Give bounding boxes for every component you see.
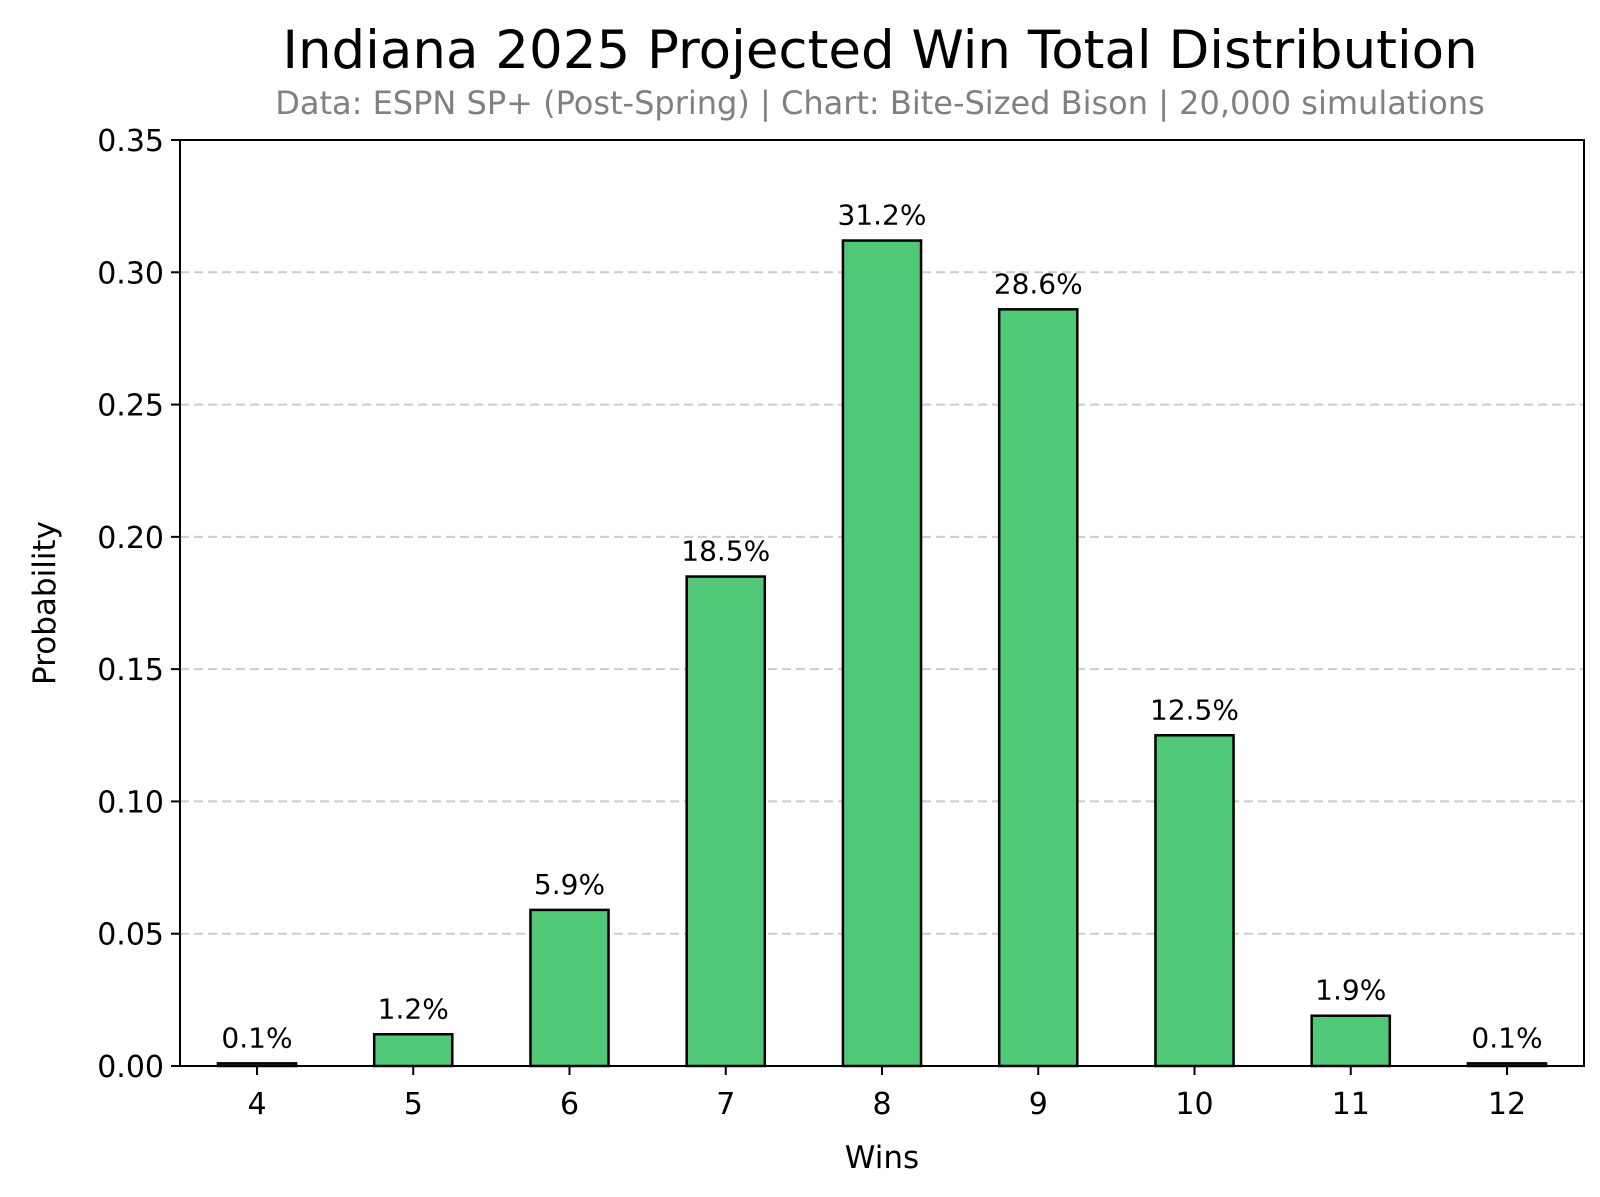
chart-subtitle: Data: ESPN SP+ (Post-Spring) | Chart: Bi… — [275, 84, 1485, 122]
y-tick-label: 0.15 — [97, 653, 164, 688]
bar-value-label: 1.9% — [1315, 974, 1386, 1007]
x-tick-label: 5 — [404, 1087, 423, 1122]
x-tick-label: 11 — [1332, 1087, 1370, 1122]
chart-title: Indiana 2025 Projected Win Total Distrib… — [282, 20, 1477, 81]
bar-value-label: 12.5% — [1150, 693, 1239, 726]
y-tick-label: 0.30 — [97, 256, 164, 291]
x-tick-label: 6 — [560, 1087, 579, 1122]
y-tick-label: 0.25 — [97, 389, 164, 424]
x-tick-label: 8 — [872, 1087, 891, 1122]
bar-value-label: 5.9% — [534, 868, 605, 901]
bar — [997, 308, 1079, 1068]
bar — [372, 1033, 454, 1068]
y-tick-label: 0.00 — [97, 1050, 164, 1085]
y-axis-label: Probability — [27, 521, 63, 685]
y-tick-label: 0.10 — [97, 785, 164, 820]
x-tick-label: 10 — [1175, 1087, 1213, 1122]
bar — [529, 908, 610, 1068]
bar-value-label: 0.1% — [1471, 1021, 1542, 1054]
bar-value-label: 18.5% — [681, 535, 770, 568]
bar-value-label: 0.1% — [221, 1021, 292, 1054]
y-tick-label: 0.05 — [97, 918, 164, 953]
bar — [1310, 1014, 1392, 1068]
bar-value-label: 28.6% — [994, 267, 1083, 300]
data-labels: 0.1% 1.2% 5.9% 18.5% 31.2% 28.6% 12.5% 1.9% 0.1% — [221, 199, 1542, 1055]
bars — [216, 239, 1548, 1068]
bar — [841, 239, 923, 1068]
y-axis-ticks: 0.00 0.05 0.10 0.15 0.20 0.25 0.30 0.35 — [97, 124, 180, 1085]
bar — [685, 575, 767, 1068]
bar-value-label: 1.2% — [378, 992, 449, 1025]
y-tick-label: 0.20 — [97, 521, 164, 556]
plot-frame — [179, 139, 1585, 1067]
x-tick-label: 9 — [1029, 1087, 1048, 1122]
x-axis-label: Wins — [845, 1140, 919, 1176]
x-tick-label: 4 — [247, 1087, 266, 1122]
y-tick-label: 0.35 — [97, 124, 164, 159]
x-tick-label: 12 — [1488, 1087, 1526, 1122]
x-axis-ticks: 4 5 6 7 8 9 10 11 12 — [247, 1066, 1526, 1122]
bar — [1154, 734, 1235, 1068]
bar-value-label: 31.2% — [838, 199, 927, 232]
x-tick-label: 7 — [716, 1087, 735, 1122]
